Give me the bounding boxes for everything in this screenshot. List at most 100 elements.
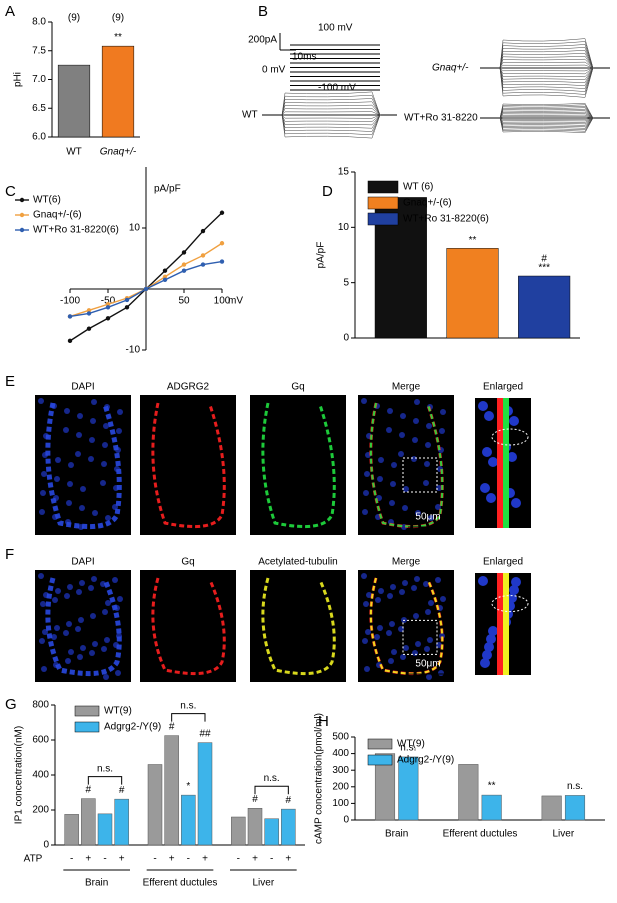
x-tick-label: Brain [85, 878, 108, 889]
bar [181, 794, 196, 846]
trace [281, 104, 381, 116]
channel-label: DAPI [71, 382, 94, 393]
nucleus [412, 437, 418, 443]
bar [57, 64, 91, 138]
nucleus [66, 500, 72, 506]
point [86, 311, 92, 316]
condition-label: - [187, 854, 190, 865]
trace [281, 114, 381, 122]
nucleus [424, 461, 430, 467]
nucleus [415, 510, 421, 516]
nucleus [112, 577, 118, 583]
bar [398, 756, 419, 821]
y-tick-label: 600 [32, 735, 49, 746]
point [181, 268, 187, 273]
significance: # [119, 785, 125, 796]
y-tick-label: 0 [43, 840, 49, 851]
nucleus [100, 480, 106, 486]
nucleus [55, 457, 61, 463]
condition-label: - [153, 854, 156, 865]
nucleus [424, 646, 430, 652]
x-tick-label: Efferent ductules [143, 878, 218, 889]
trace [281, 94, 381, 116]
point [143, 286, 149, 292]
y-axis-label: pHi [13, 72, 24, 87]
nucleus [399, 589, 405, 595]
nucleus [90, 418, 96, 424]
trace [499, 117, 594, 128]
nucleus [89, 437, 95, 443]
trace [499, 117, 594, 125]
condition-axis-label: ATP [24, 854, 43, 865]
condition-label: - [103, 854, 106, 865]
trace [499, 113, 594, 119]
bar [281, 808, 296, 846]
nucleus [100, 581, 106, 587]
nucleus [115, 670, 121, 676]
comparison-bracket [87, 776, 123, 785]
trace [499, 117, 594, 122]
bar [101, 45, 135, 138]
point [105, 316, 111, 321]
y-tick-label: 200 [32, 805, 49, 816]
panel-letter: D [322, 183, 333, 200]
inset-box [402, 457, 438, 493]
nucleus [423, 581, 429, 587]
condition-label: - [237, 854, 240, 865]
nucleus [362, 509, 368, 515]
trace-label: WT [242, 110, 258, 121]
panel-letter: C [5, 183, 16, 200]
y-tick-label: 0 [343, 815, 349, 826]
trace [499, 67, 594, 86]
comparison-label: n.s. [180, 700, 196, 711]
nucleus [389, 500, 395, 506]
trace [499, 55, 594, 69]
trace [281, 114, 381, 132]
tissue [369, 402, 444, 528]
legend-label: WT(6) [33, 195, 61, 206]
enlarged-label: Enlarged [483, 382, 523, 393]
trace [499, 50, 594, 69]
nucleus [435, 504, 441, 510]
trace [281, 114, 381, 126]
trace [499, 117, 594, 123]
point [124, 305, 130, 310]
nucleus [92, 641, 98, 647]
value-annotation: (9) [68, 13, 80, 24]
trace [499, 117, 594, 120]
tissue [151, 402, 226, 529]
x-axis-label: mV [228, 296, 243, 307]
nucleus [88, 585, 94, 591]
nucleus [398, 451, 404, 457]
nucleus [103, 423, 109, 429]
enlarged-band [503, 573, 509, 675]
nucleus [402, 505, 408, 511]
nucleus [363, 601, 369, 607]
trace [499, 67, 594, 81]
nucleus [440, 409, 446, 415]
trace [499, 114, 594, 119]
nucleus [38, 573, 44, 579]
nucleus [439, 428, 445, 434]
y-tick-label: 10 [129, 223, 141, 234]
nucleus [64, 408, 70, 414]
condition-label: - [70, 854, 73, 865]
point [162, 268, 168, 273]
nucleus [388, 658, 394, 664]
y-axis-label: cAMP concentration(pmol/ml) [314, 713, 325, 844]
enlarged-band [497, 573, 503, 675]
bar [458, 764, 479, 821]
trace [281, 98, 381, 116]
y-tick-label: 6.5 [32, 103, 46, 114]
trace [499, 53, 594, 69]
trace [499, 108, 594, 119]
nucleus [365, 629, 371, 635]
point [86, 308, 92, 313]
significance: ** [469, 235, 477, 246]
scale-label: 50μm [415, 512, 440, 523]
nucleus [377, 476, 383, 482]
point [219, 210, 225, 215]
trace [499, 67, 594, 92]
nucleus [364, 666, 370, 672]
nucleus [91, 576, 97, 582]
